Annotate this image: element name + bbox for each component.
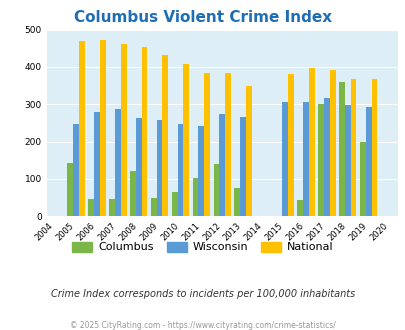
- Bar: [67, 163, 73, 216]
- Bar: [371, 79, 377, 216]
- Bar: [225, 73, 230, 216]
- Legend: Columbus, Wisconsin, National: Columbus, Wisconsin, National: [68, 237, 337, 257]
- Bar: [204, 73, 210, 216]
- Text: Crime Index corresponds to incidents per 100,000 inhabitants: Crime Index corresponds to incidents per…: [51, 289, 354, 299]
- Bar: [344, 105, 350, 216]
- Bar: [245, 86, 252, 216]
- Bar: [109, 199, 115, 216]
- Bar: [94, 112, 100, 216]
- Bar: [130, 171, 135, 216]
- Bar: [177, 124, 183, 216]
- Bar: [171, 192, 177, 216]
- Bar: [162, 55, 168, 216]
- Bar: [120, 44, 126, 216]
- Bar: [240, 117, 245, 216]
- Bar: [141, 47, 147, 216]
- Bar: [359, 142, 365, 216]
- Bar: [73, 124, 79, 216]
- Bar: [150, 197, 156, 216]
- Bar: [281, 102, 287, 216]
- Bar: [329, 70, 335, 216]
- Bar: [234, 188, 240, 216]
- Bar: [192, 178, 198, 216]
- Bar: [115, 109, 120, 216]
- Bar: [183, 64, 189, 216]
- Text: Columbus Violent Crime Index: Columbus Violent Crime Index: [74, 10, 331, 25]
- Bar: [338, 82, 344, 216]
- Bar: [287, 75, 293, 216]
- Bar: [198, 125, 204, 216]
- Bar: [100, 40, 105, 216]
- Bar: [350, 79, 356, 216]
- Bar: [365, 107, 371, 216]
- Bar: [308, 68, 314, 216]
- Bar: [156, 120, 162, 216]
- Bar: [323, 98, 329, 216]
- Bar: [135, 118, 141, 216]
- Bar: [213, 164, 219, 216]
- Bar: [79, 41, 85, 216]
- Bar: [296, 200, 302, 216]
- Bar: [317, 104, 323, 216]
- Text: © 2025 CityRating.com - https://www.cityrating.com/crime-statistics/: © 2025 CityRating.com - https://www.city…: [70, 321, 335, 330]
- Bar: [219, 114, 225, 216]
- Bar: [88, 199, 94, 216]
- Bar: [302, 102, 308, 216]
